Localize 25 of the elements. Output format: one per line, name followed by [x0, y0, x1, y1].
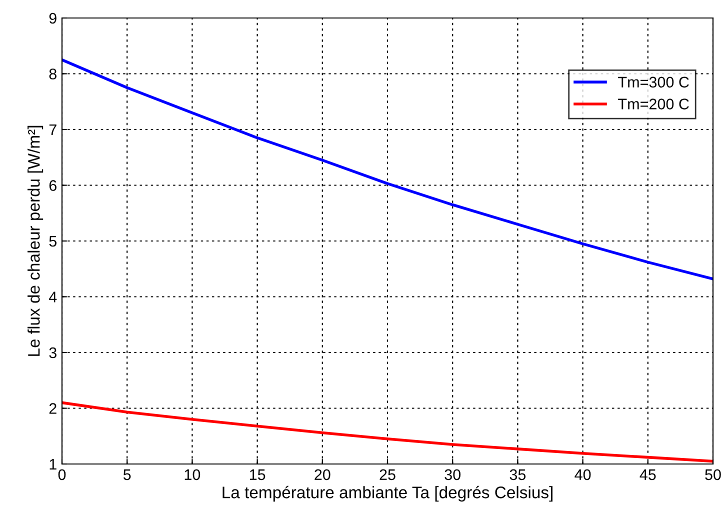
x-tick-label: 45	[640, 469, 656, 480]
x-tick-label: 5	[123, 469, 131, 480]
x-tick-label: 25	[380, 469, 396, 480]
y-tick-label: 6	[49, 180, 56, 191]
x-tick-label: 10	[184, 469, 200, 480]
y-tick-label: 9	[49, 12, 56, 24]
y-axis-title: Le flux de chaleur perdu [W/m²]	[28, 126, 44, 356]
legend-label: Tm=200 C	[618, 98, 689, 110]
x-tick-label: 35	[510, 469, 526, 480]
y-tick-label: 3	[49, 347, 56, 358]
y-tick-label: 5	[49, 236, 56, 247]
x-tick-label: 50	[705, 469, 721, 480]
y-tick-label: 2	[49, 403, 56, 414]
legend-label: Tm=300 C	[618, 76, 689, 88]
y-tick-label: 8	[49, 68, 56, 80]
x-axis-title: La température ambiante Ta [degrés Celsius]	[222, 486, 552, 502]
x-tick-label: 15	[250, 469, 266, 480]
y-tick-label: 1	[50, 459, 56, 470]
x-tick-label: 30	[444, 469, 460, 480]
x-tick-label: 40	[574, 469, 591, 480]
line-series	[62, 58, 713, 280]
y-tick-label: 4	[48, 292, 57, 302]
x-tick-label: 0	[58, 469, 66, 480]
x-tick-label: 20	[314, 469, 330, 480]
y-tick-label: 7	[49, 124, 56, 136]
